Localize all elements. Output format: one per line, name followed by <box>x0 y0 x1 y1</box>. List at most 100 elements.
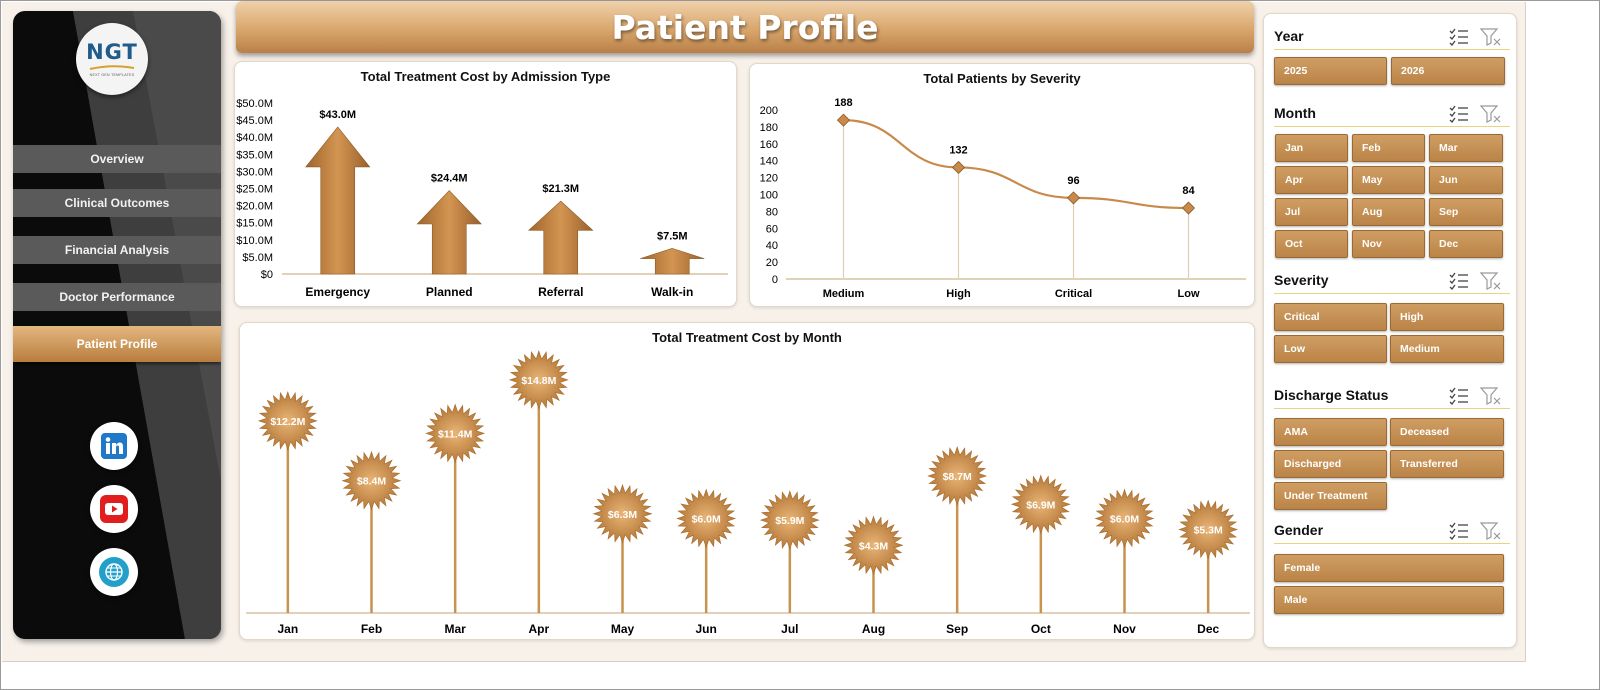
slicer-discharge-status: Discharge Status AMA Deceased Discharged… <box>1274 383 1510 510</box>
filter-option[interactable]: Jul <box>1275 198 1348 226</box>
x-tick-label: Mar <box>444 622 466 636</box>
data-label: $4.3M <box>859 540 888 552</box>
multi-select-icon[interactable] <box>1448 521 1470 541</box>
slicer-title: Gender <box>1274 522 1324 538</box>
bar-arrow <box>305 126 371 275</box>
y-tick-label: $45.0M <box>236 115 273 127</box>
filter-option[interactable]: Deceased <box>1390 418 1504 446</box>
multi-select-icon[interactable] <box>1448 386 1470 406</box>
data-point <box>1066 191 1081 205</box>
filter-option[interactable]: Discharged <box>1274 450 1387 478</box>
multi-select-icon[interactable] <box>1448 104 1470 124</box>
y-tick-label: 0 <box>772 274 778 286</box>
severity-patients-chart: Total Patients by Severity 0 20 40 60 80 100 1… <box>749 63 1255 307</box>
filter-option[interactable]: Sep <box>1429 198 1503 226</box>
filter-option[interactable]: Under Treatment <box>1274 482 1387 510</box>
slicer-gender: Gender Female Male <box>1274 518 1510 614</box>
data-label: $24.4M <box>431 173 468 185</box>
data-label: $43.0M <box>319 109 356 121</box>
nav-item-doctor-performance[interactable]: Doctor Performance <box>13 283 221 311</box>
data-label: 188 <box>834 97 852 109</box>
filter-option[interactable]: Jun <box>1429 166 1503 194</box>
filter-option[interactable]: Aug <box>1352 198 1425 226</box>
nav-item-overview[interactable]: Overview <box>13 145 221 173</box>
burst-marker <box>1010 474 1071 535</box>
multi-select-icon[interactable] <box>1448 27 1470 47</box>
slicer-title: Severity <box>1274 272 1329 288</box>
burst-marker <box>1178 499 1239 560</box>
x-tick-label: Feb <box>361 622 382 636</box>
slicer-header: Discharge Status <box>1274 383 1510 409</box>
filter-option[interactable]: Feb <box>1352 134 1425 162</box>
nav-item-patient-profile[interactable]: Patient Profile <box>13 326 221 362</box>
filter-option[interactable]: Transferred <box>1390 450 1504 478</box>
x-tick-label: May <box>611 622 635 636</box>
youtube-button[interactable] <box>90 485 138 533</box>
globe-icon <box>99 557 129 587</box>
filter-option[interactable]: Nov <box>1352 230 1425 258</box>
x-tick-label: Apr <box>528 622 549 636</box>
x-tick-label: Walk-in <box>651 285 693 299</box>
data-point <box>951 160 966 175</box>
filter-option[interactable]: Apr <box>1275 166 1348 194</box>
clear-filter-icon[interactable] <box>1480 27 1502 47</box>
filter-option[interactable]: Mar <box>1429 134 1503 162</box>
x-tick-label: Emergency <box>305 285 370 299</box>
burst-marker <box>843 515 904 576</box>
filter-option[interactable]: 2025 <box>1274 57 1387 85</box>
x-tick-label: Medium <box>823 288 865 300</box>
y-tick-label: 160 <box>760 139 778 151</box>
slicer-title: Month <box>1274 105 1316 121</box>
y-tick-label: $0 <box>261 269 273 281</box>
burst-marker <box>592 483 653 544</box>
filter-option[interactable]: 2026 <box>1391 57 1505 85</box>
linkedin-button[interactable] <box>90 422 138 470</box>
filter-option[interactable]: Female <box>1274 554 1504 582</box>
filter-option[interactable]: High <box>1390 303 1504 331</box>
burst-marker <box>1094 488 1155 549</box>
y-tick-label: 200 <box>760 105 778 117</box>
y-tick-label: $30.0M <box>236 166 273 178</box>
filter-option[interactable]: Male <box>1274 586 1504 614</box>
logo: NGT NEXT GEN TEMPLATES <box>76 23 148 95</box>
data-label: $5.3M <box>1194 525 1223 537</box>
data-label: $21.3M <box>542 183 579 195</box>
filter-option[interactable]: Jan <box>1275 134 1348 162</box>
burst-marker <box>341 450 402 511</box>
filter-option[interactable]: May <box>1352 166 1425 194</box>
x-tick-label: Oct <box>1031 622 1051 636</box>
y-tick-label: $50.0M <box>236 98 273 110</box>
y-tick-label: $15.0M <box>236 218 273 230</box>
burst-marker <box>425 403 486 464</box>
x-tick-label: Sep <box>946 622 968 636</box>
sidebar-diagonal-shape <box>73 11 221 639</box>
nav-item-financial-analysis[interactable]: Financial Analysis <box>13 236 221 264</box>
multi-select-icon[interactable] <box>1448 271 1470 291</box>
filter-option[interactable]: Dec <box>1429 230 1503 258</box>
filter-option[interactable]: Low <box>1274 335 1387 363</box>
nav-item-clinical-outcomes[interactable]: Clinical Outcomes <box>13 189 221 217</box>
filter-option[interactable]: AMA <box>1274 418 1387 446</box>
clear-filter-icon[interactable] <box>1480 386 1502 406</box>
filter-option[interactable]: Oct <box>1275 230 1348 258</box>
filter-option[interactable]: Critical <box>1274 303 1387 331</box>
slicer-title: Discharge Status <box>1274 387 1389 403</box>
website-button[interactable] <box>90 548 138 596</box>
data-label: $12.2M <box>270 416 305 428</box>
sidebar: NGT NEXT GEN TEMPLATES Overview Clinical… <box>13 11 221 639</box>
x-tick-label: Aug <box>862 622 885 636</box>
page-title-banner: Patient Profile <box>236 1 1254 53</box>
x-tick-label: Jun <box>695 622 716 636</box>
y-tick-label: $40.0M <box>236 132 273 144</box>
clear-filter-icon[interactable] <box>1480 521 1502 541</box>
clear-filter-icon[interactable] <box>1480 104 1502 124</box>
x-tick-label: Dec <box>1197 622 1219 636</box>
filter-option[interactable]: Medium <box>1390 335 1504 363</box>
data-label: 96 <box>1067 175 1079 187</box>
slicer-header: Severity <box>1274 268 1510 294</box>
y-tick-label: 180 <box>760 122 778 134</box>
chart-title: Total Treatment Cost by Admission Type <box>360 69 611 84</box>
clear-filter-icon[interactable] <box>1480 271 1502 291</box>
x-tick-label: Low <box>1178 288 1200 300</box>
bar-arrow <box>416 190 482 275</box>
